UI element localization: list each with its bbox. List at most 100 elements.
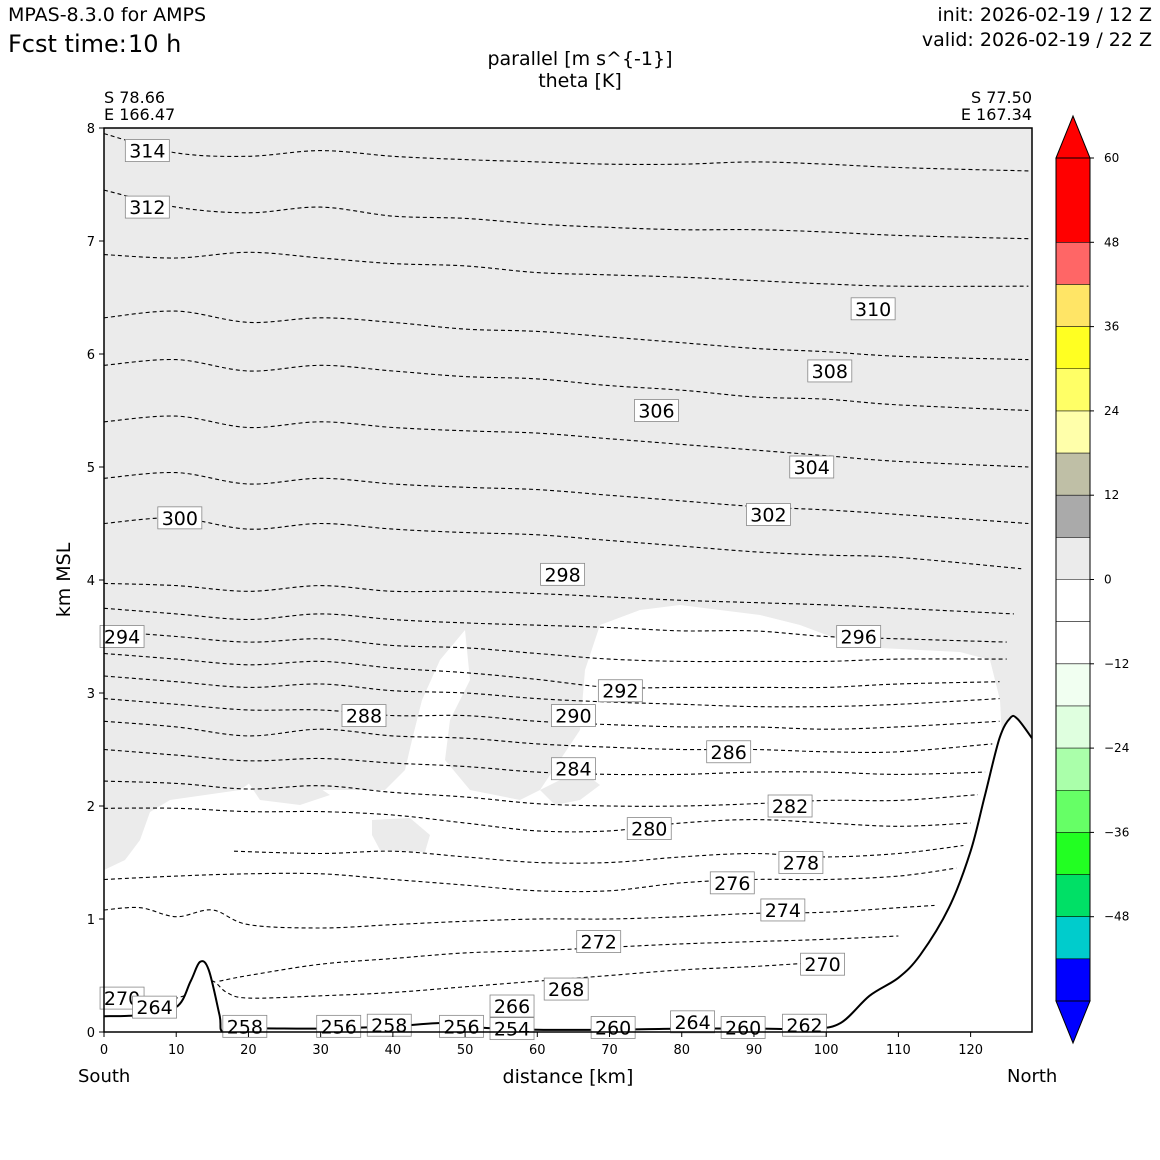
colorbar-bin — [1056, 495, 1090, 538]
theta-label: 296 — [836, 625, 882, 649]
theta-label-box — [789, 455, 835, 479]
theta-label: 304 — [789, 455, 835, 479]
x-tick-label: 100 — [814, 1043, 839, 1058]
theta-label-text: 274 — [765, 900, 801, 922]
theta-contour-286 — [104, 720, 993, 753]
theta-label-box — [489, 994, 535, 1018]
terrain-fill — [104, 715, 1032, 1032]
theta-label-text: 282 — [772, 796, 808, 818]
theta-label-text: 256 — [443, 1016, 479, 1038]
theta-label-text: 276 — [714, 873, 750, 895]
theta-label: 278 — [778, 851, 824, 875]
theta-label: 286 — [706, 740, 752, 764]
colorbar-tick-label: 60 — [1104, 151, 1119, 165]
theta-contour-294 — [104, 630, 1007, 663]
x-tick-label: 120 — [958, 1043, 983, 1058]
theta-label: 310 — [850, 297, 896, 321]
theta-label-text: 264 — [674, 1012, 710, 1034]
theta-label: 308 — [807, 359, 853, 383]
colorbar-tick-label: 0 — [1104, 573, 1112, 587]
end-point-coords: S 77.50 E 167.34 — [910, 89, 1032, 123]
theta-contour-312 — [104, 189, 1029, 240]
colorbar: 60 48 36 24 12 0 −12 −24 −36 −48 — [1055, 114, 1129, 1045]
chart-title: parallel [m s^{-1}] — [487, 48, 673, 70]
theta-label-text: 266 — [494, 996, 530, 1018]
theta-contour-308 — [104, 310, 1029, 361]
init-time: init: 2026-02-19 / 12 Z — [937, 4, 1152, 26]
x-tick-label: 90 — [746, 1043, 763, 1058]
theta-contour-284 — [104, 748, 986, 776]
colorbar-tick-label: −24 — [1104, 741, 1129, 755]
theta-label: 302 — [746, 503, 791, 526]
theta-label-text: 264 — [136, 997, 172, 1019]
theta-label-box — [157, 506, 203, 530]
theta-label-box — [341, 704, 387, 727]
theta-contour-300 — [104, 517, 1022, 570]
theta-label: 298 — [540, 562, 585, 586]
theta-label: 258 — [366, 1013, 412, 1037]
theta-label-text: 288 — [346, 706, 382, 728]
colorbar-bin — [1056, 705, 1090, 749]
x-tick-label: 60 — [529, 1043, 546, 1058]
y-tick-label: 1 — [87, 913, 95, 928]
theta-label: 290 — [551, 704, 596, 728]
theta-label: 282 — [767, 794, 813, 818]
theta-label-box — [709, 871, 755, 895]
theta-contour-288 — [104, 698, 1000, 730]
south-label: South — [78, 1066, 131, 1087]
theta-contour-labels: 314 312 310 308 306 304 302 300 298 296 294 292 290 2… — [99, 139, 896, 1041]
theta-label-box — [836, 625, 882, 648]
y-axis: 0 1 2 3 4 5 6 7 8 — [87, 122, 104, 1041]
colorbar-bin — [1056, 579, 1090, 622]
theta-label: 264 — [132, 995, 177, 1019]
colorbar-bin — [1056, 368, 1090, 411]
colorbar-tick-label: 48 — [1104, 235, 1119, 249]
theta-label-box — [597, 679, 643, 703]
north-label: North — [1007, 1066, 1058, 1087]
y-tick-label: 5 — [87, 461, 95, 476]
theta-label-box — [540, 562, 585, 586]
theta-label-text: 314 — [129, 141, 165, 163]
wind-shading-gray-patch — [240, 762, 330, 805]
theta-label-text: 270 — [804, 954, 840, 976]
theta-label: 276 — [709, 871, 755, 895]
theta-label: 274 — [760, 898, 806, 922]
theta-label-box — [551, 704, 596, 727]
x-axis: 0 10 20 30 40 50 60 70 80 90 100 110 120 — [100, 1032, 983, 1058]
y-tick-label: 4 — [87, 574, 95, 589]
end-lon: E 167.34 — [960, 105, 1032, 124]
colorbar-tick-label: 12 — [1104, 488, 1119, 502]
colorbar-bin — [1056, 958, 1090, 1001]
colorbar-under-arrow — [1055, 1000, 1091, 1045]
x-tick-label: 10 — [168, 1043, 185, 1058]
colorbar-tick-label: −36 — [1104, 825, 1129, 839]
theta-contour-302 — [104, 471, 1029, 525]
theta-label-text: 292 — [602, 681, 638, 703]
theta-contour-304 — [104, 415, 1029, 468]
theta-contour-314 — [104, 133, 1029, 172]
wind-shading-white-region — [104, 605, 1032, 1032]
theta-label-box — [366, 1013, 412, 1037]
theta-label-box — [132, 995, 177, 1019]
theta-label-text: 280 — [631, 819, 667, 841]
theta-label-box — [807, 359, 853, 383]
theta-label: 264 — [670, 1010, 715, 1034]
theta-label: 284 — [551, 757, 596, 781]
theta-label-text: 284 — [555, 759, 591, 781]
colorbar-bin — [1056, 916, 1090, 959]
theta-contour-276 — [104, 867, 957, 893]
theta-contour-290 — [104, 675, 1000, 708]
theta-label-box — [576, 930, 622, 953]
theta-label: 258 — [222, 1014, 268, 1038]
theta-label: 294 — [99, 625, 145, 649]
x-tick-label: 80 — [673, 1043, 690, 1058]
theta-label-text: 312 — [129, 197, 165, 219]
theta-label-text: 258 — [227, 1016, 263, 1038]
colorbar-bin — [1056, 748, 1090, 791]
theta-label-text: 286 — [711, 742, 747, 764]
theta-contour-280 — [104, 807, 971, 833]
y-tick-label: 6 — [87, 348, 95, 363]
theta-label-box — [670, 1010, 715, 1034]
theta-label-box — [767, 794, 813, 818]
colorbar-bin — [1056, 410, 1090, 454]
